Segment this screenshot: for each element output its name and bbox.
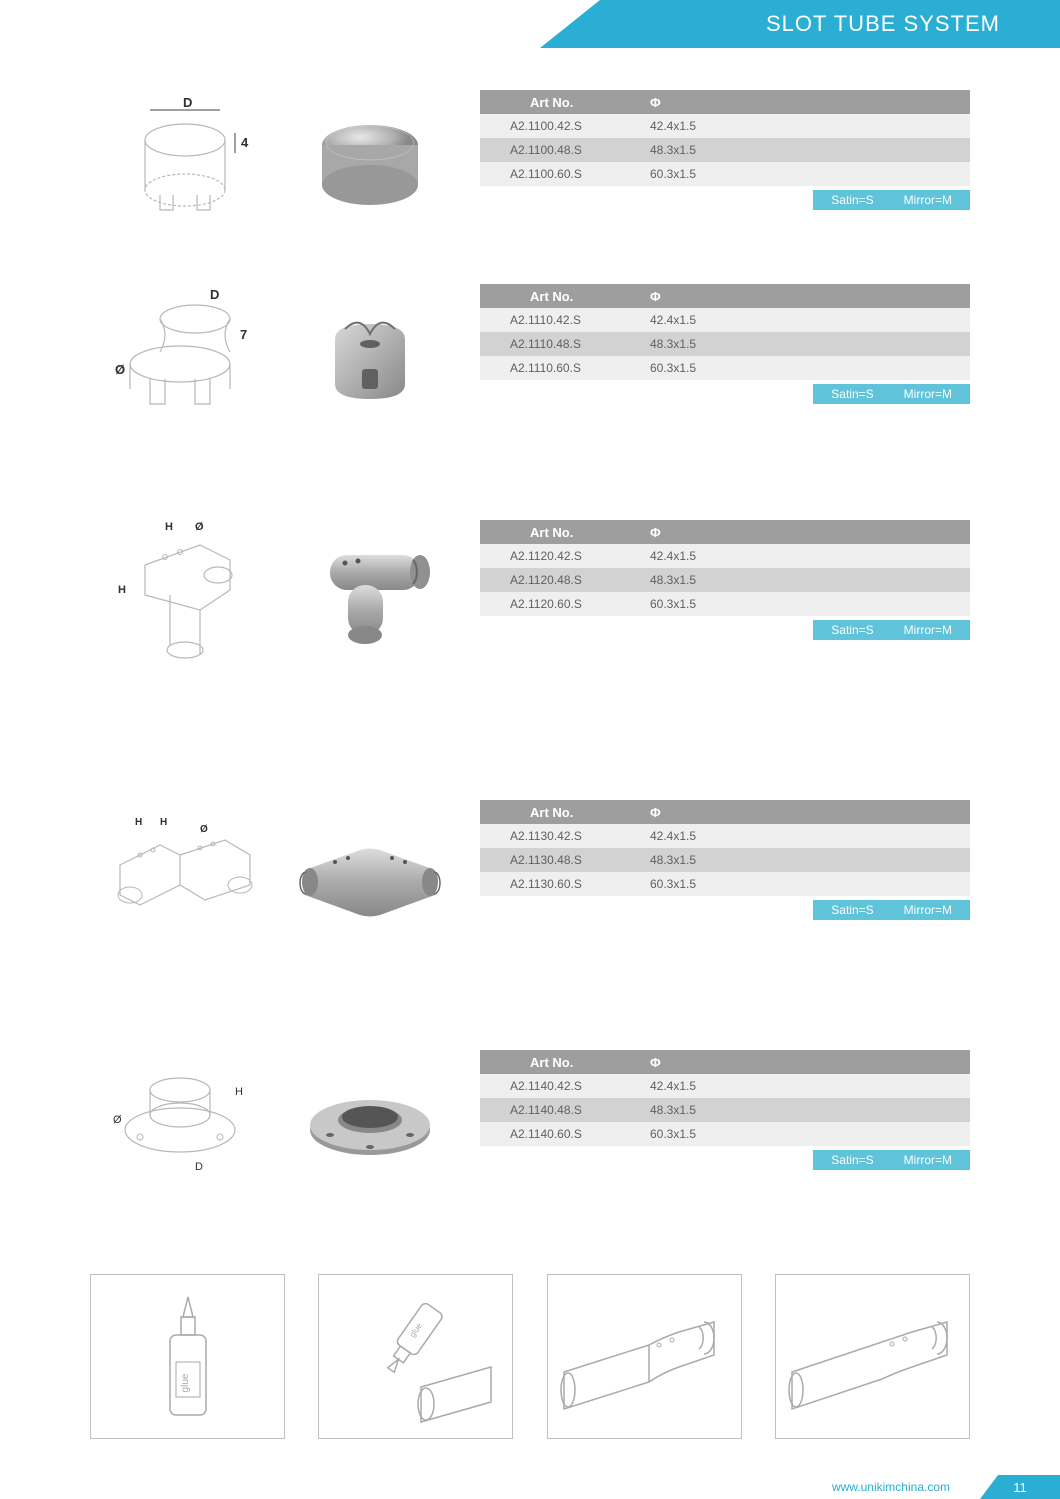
finish-legend: Satin=S Mirror=M	[813, 1150, 970, 1170]
finish-satin: Satin=S	[831, 387, 873, 401]
page-title: SLOT TUBE SYSTEM	[766, 11, 1000, 37]
page-footer: www.unikimchina.com 11	[832, 1475, 1060, 1499]
finish-legend: Satin=S Mirror=M	[813, 900, 970, 920]
spec-header: Art No. Φ	[480, 90, 970, 114]
dimension-drawing: H Ø H	[100, 520, 270, 660]
svg-text:Ø: Ø	[115, 362, 125, 377]
product-photo	[290, 520, 450, 660]
finish-mirror: Mirror=M	[904, 623, 952, 637]
table-row: A2.1110.60.S60.3x1.5	[480, 356, 970, 380]
finish-satin: Satin=S	[831, 903, 873, 917]
svg-text:D: D	[183, 95, 192, 110]
table-row: A2.1120.48.S48.3x1.5	[480, 568, 970, 592]
svg-text:Ø: Ø	[200, 824, 208, 835]
finish-legend: Satin=S Mirror=M	[813, 620, 970, 640]
spec-table: Art No. Φ A2.1140.42.S42.4x1.5 A2.1140.4…	[480, 1050, 970, 1146]
spec-header: Art No. Φ	[480, 800, 970, 824]
instruction-step: glue	[318, 1274, 513, 1439]
instruction-strip: glue glue	[90, 1274, 970, 1439]
col-header-phi: Φ	[650, 805, 970, 820]
page-number: 11	[980, 1475, 1060, 1499]
col-header-phi: Φ	[650, 95, 970, 110]
svg-text:7: 7	[240, 327, 247, 342]
dimension-drawing: H H Ø	[100, 800, 270, 940]
product-photo	[290, 284, 450, 424]
spec-header: Art No. Φ	[480, 1050, 970, 1074]
instruction-step	[775, 1274, 970, 1439]
table-row: A2.1130.48.S48.3x1.5	[480, 848, 970, 872]
col-header-artno: Art No.	[480, 805, 650, 820]
product-photo	[290, 800, 450, 940]
table-row: A2.1120.42.S42.4x1.5	[480, 544, 970, 568]
footer-url: www.unikimchina.com	[832, 1480, 950, 1494]
finish-legend: Satin=S Mirror=M	[813, 190, 970, 210]
product-photo	[290, 1050, 450, 1190]
table-row: A2.1140.48.S48.3x1.5	[480, 1098, 970, 1122]
col-header-phi: Φ	[650, 525, 970, 540]
product-row: D 4 Art No. Φ A2.1100.42.S42.4x1.5 A2.11…	[100, 90, 970, 230]
dimension-drawing: D 7 Ø	[100, 284, 270, 424]
table-row: A2.1140.42.S42.4x1.5	[480, 1074, 970, 1098]
instruction-step	[547, 1274, 742, 1439]
page-header-banner: SLOT TUBE SYSTEM	[540, 0, 1060, 48]
svg-text:H: H	[165, 521, 173, 533]
table-row: A2.1100.42.S42.4x1.5	[480, 114, 970, 138]
product-row: H Ø H Art No. Φ A2.1120.42.S42.4x1.5 A2.…	[100, 520, 970, 660]
finish-mirror: Mirror=M	[904, 193, 952, 207]
svg-text:H: H	[118, 584, 126, 596]
col-header-phi: Φ	[650, 1055, 970, 1070]
spec-table: Art No. Φ A2.1100.42.S42.4x1.5 A2.1100.4…	[480, 90, 970, 186]
product-row: H H Ø Art No. Φ A2.1130.42.S42.4x1.5 A2.…	[100, 800, 970, 940]
svg-text:D: D	[195, 1161, 203, 1173]
spec-header: Art No. Φ	[480, 520, 970, 544]
svg-text:glue: glue	[408, 1320, 424, 1338]
spec-header: Art No. Φ	[480, 284, 970, 308]
finish-satin: Satin=S	[831, 1153, 873, 1167]
svg-text:Ø: Ø	[195, 521, 204, 533]
table-row: A2.1110.48.S48.3x1.5	[480, 332, 970, 356]
svg-text:Ø: Ø	[113, 1114, 122, 1126]
table-row: A2.1100.60.S60.3x1.5	[480, 162, 970, 186]
finish-legend: Satin=S Mirror=M	[813, 384, 970, 404]
finish-mirror: Mirror=M	[904, 903, 952, 917]
instruction-step: glue	[90, 1274, 285, 1439]
dimension-drawing: D 4	[100, 90, 270, 230]
table-row: A2.1130.42.S42.4x1.5	[480, 824, 970, 848]
table-row: A2.1100.48.S48.3x1.5	[480, 138, 970, 162]
finish-mirror: Mirror=M	[904, 387, 952, 401]
spec-table: Art No. Φ A2.1120.42.S42.4x1.5 A2.1120.4…	[480, 520, 970, 616]
finish-satin: Satin=S	[831, 623, 873, 637]
col-header-artno: Art No.	[480, 1055, 650, 1070]
table-row: A2.1110.42.S42.4x1.5	[480, 308, 970, 332]
table-row: A2.1140.60.S60.3x1.5	[480, 1122, 970, 1146]
svg-text:H: H	[135, 817, 142, 828]
svg-text:4: 4	[241, 135, 249, 150]
table-row: A2.1120.60.S60.3x1.5	[480, 592, 970, 616]
svg-text:H: H	[235, 1086, 243, 1098]
svg-text:H: H	[160, 817, 167, 828]
product-row: H Ø D Art No. Φ A2.1140.42.S42.4x1.5 A2.…	[100, 1050, 970, 1190]
finish-satin: Satin=S	[831, 193, 873, 207]
spec-table: Art No. Φ A2.1110.42.S42.4x1.5 A2.1110.4…	[480, 284, 970, 380]
dimension-drawing: H Ø D	[100, 1050, 270, 1190]
col-header-artno: Art No.	[480, 289, 650, 304]
col-header-artno: Art No.	[480, 525, 650, 540]
product-row: D 7 Ø Art No. Φ A2.1110.42.S42.4x1.5 A2.…	[100, 284, 970, 424]
svg-text:glue: glue	[180, 1373, 191, 1392]
col-header-phi: Φ	[650, 289, 970, 304]
col-header-artno: Art No.	[480, 95, 650, 110]
spec-table: Art No. Φ A2.1130.42.S42.4x1.5 A2.1130.4…	[480, 800, 970, 896]
svg-text:D: D	[210, 287, 219, 302]
finish-mirror: Mirror=M	[904, 1153, 952, 1167]
table-row: A2.1130.60.S60.3x1.5	[480, 872, 970, 896]
product-photo	[290, 90, 450, 230]
